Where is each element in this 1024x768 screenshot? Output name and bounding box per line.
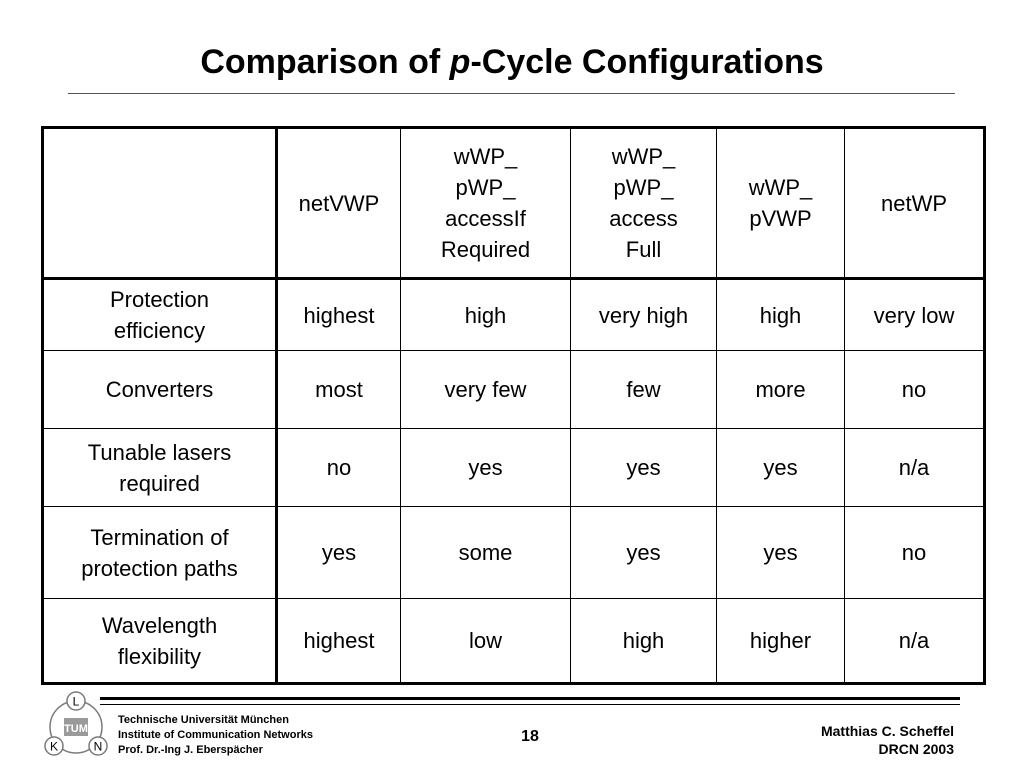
- header-line: pWP_: [575, 172, 712, 203]
- table-header-row: netVWP wWP_ pWP_ accessIf Required wWP_ …: [43, 128, 985, 279]
- table-cell: yes: [277, 507, 401, 599]
- title-text-part1: Comparison of: [200, 43, 449, 81]
- table-cell: no: [845, 351, 985, 429]
- table-cell: highest: [277, 599, 401, 684]
- logo-tum-mark: TUM: [64, 718, 88, 736]
- row-label-line: protection paths: [48, 553, 271, 584]
- institution-block: Technische Universität München Institute…: [118, 713, 313, 758]
- row-label-line: efficiency: [48, 315, 271, 346]
- table-cell: yes: [717, 429, 845, 507]
- title-divider: [68, 93, 955, 94]
- svg-text:K: K: [50, 740, 58, 754]
- row-label-line: Termination of: [48, 522, 271, 553]
- column-header: netVWP: [277, 128, 401, 279]
- footer-divider: [100, 697, 960, 700]
- table-cell: high: [571, 599, 717, 684]
- row-label: Wavelength flexibility: [43, 599, 277, 684]
- header-line: Full: [575, 234, 712, 265]
- table-row: Converters most very few few more no: [43, 351, 985, 429]
- author-block: Matthias C. Scheffel DRCN 2003: [821, 722, 954, 758]
- row-label: Termination of protection paths: [43, 507, 277, 599]
- header-line: wWP_: [721, 172, 840, 203]
- row-label-line: Wavelength: [48, 610, 271, 641]
- column-header: netWP: [845, 128, 985, 279]
- table-cell: some: [401, 507, 571, 599]
- header-line: pVWP: [721, 203, 840, 234]
- page-number: 18: [480, 728, 580, 746]
- svg-text:TUM: TUM: [64, 723, 88, 735]
- table-row: Termination of protection paths yes some…: [43, 507, 985, 599]
- header-line: pWP_: [405, 172, 566, 203]
- institution-line: Prof. Dr.-Ing J. Eberspächer: [118, 743, 313, 758]
- table-cell: high: [401, 279, 571, 351]
- column-header: wWP_ pVWP: [717, 128, 845, 279]
- row-label: Protection efficiency: [43, 279, 277, 351]
- table-row: Protection efficiency highest high very …: [43, 279, 985, 351]
- slide-title: Comparison of p-Cycle Configurations: [0, 40, 1024, 84]
- table-cell: yes: [717, 507, 845, 599]
- row-label-line: flexibility: [48, 641, 271, 672]
- lkn-logo-icon: L K N TUM: [28, 686, 128, 768]
- logo-node-l: L: [67, 692, 85, 710]
- column-header: wWP_ pWP_ access Full: [571, 128, 717, 279]
- logo-node-n: N: [89, 737, 107, 755]
- table-row: Tunable lasers required no yes yes yes n…: [43, 429, 985, 507]
- table-cell: higher: [717, 599, 845, 684]
- table-cell: few: [571, 351, 717, 429]
- svg-text:N: N: [94, 740, 103, 754]
- table-cell: n/a: [845, 429, 985, 507]
- footer-divider: [100, 704, 960, 705]
- title-italic-p: p: [450, 43, 471, 81]
- header-line: Required: [405, 234, 566, 265]
- table-cell: very few: [401, 351, 571, 429]
- header-corner-cell: [43, 128, 277, 279]
- row-label-line: required: [48, 468, 271, 499]
- table-cell: no: [845, 507, 985, 599]
- header-line: wWP_: [405, 141, 566, 172]
- table-cell: very high: [571, 279, 717, 351]
- column-header: wWP_ pWP_ accessIf Required: [401, 128, 571, 279]
- header-line: wWP_: [575, 141, 712, 172]
- header-line: access: [575, 203, 712, 234]
- institution-line: Institute of Communication Networks: [118, 728, 313, 743]
- table-cell: low: [401, 599, 571, 684]
- logo-node-k: K: [45, 737, 63, 755]
- table-cell: yes: [401, 429, 571, 507]
- table-cell: highest: [277, 279, 401, 351]
- table-row: Wavelength flexibility highest low high …: [43, 599, 985, 684]
- header-line: netVWP: [282, 188, 396, 219]
- row-label-line: Protection: [48, 284, 271, 315]
- row-label-line: Converters: [48, 374, 271, 405]
- header-line: netWP: [849, 188, 979, 219]
- row-label: Tunable lasers required: [43, 429, 277, 507]
- table-cell: n/a: [845, 599, 985, 684]
- table-cell: very low: [845, 279, 985, 351]
- table-cell: no: [277, 429, 401, 507]
- header-line: accessIf: [405, 203, 566, 234]
- table-cell: more: [717, 351, 845, 429]
- institution-line: Technische Universität München: [118, 713, 313, 728]
- table-cell: high: [717, 279, 845, 351]
- table-cell: yes: [571, 429, 717, 507]
- event-name: DRCN 2003: [821, 740, 954, 758]
- row-label-line: Tunable lasers: [48, 437, 271, 468]
- title-text-part2: -Cycle Configurations: [470, 43, 823, 81]
- row-label: Converters: [43, 351, 277, 429]
- svg-text:L: L: [73, 695, 80, 709]
- table-cell: yes: [571, 507, 717, 599]
- comparison-table: netVWP wWP_ pWP_ accessIf Required wWP_ …: [41, 126, 986, 685]
- table-cell: most: [277, 351, 401, 429]
- author-name: Matthias C. Scheffel: [821, 722, 954, 740]
